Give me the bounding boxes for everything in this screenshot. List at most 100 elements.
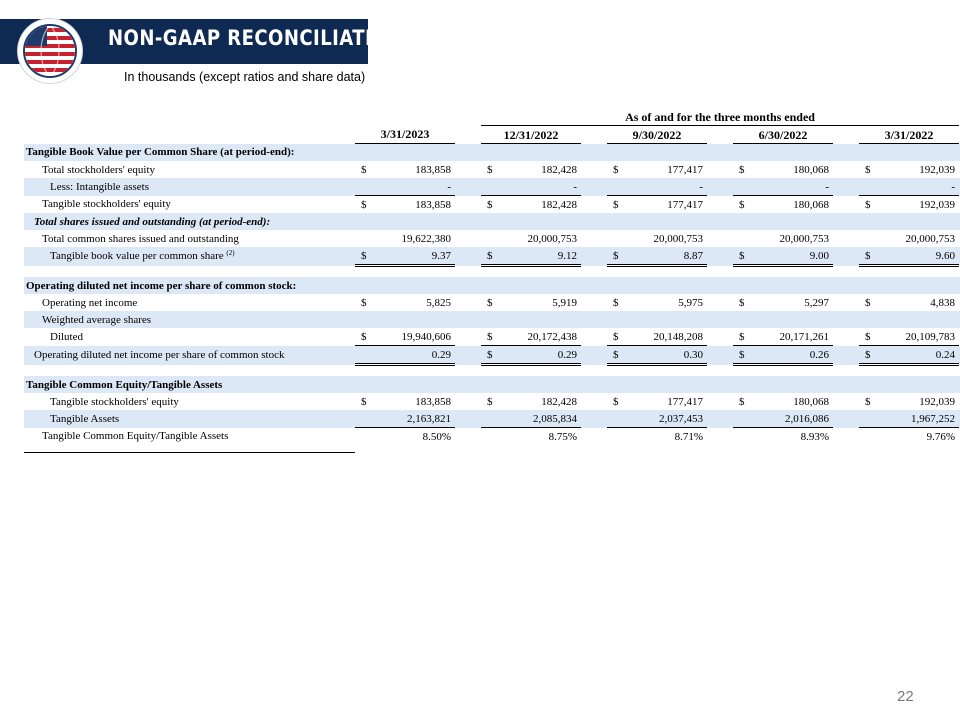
currency-symbol: $: [481, 247, 499, 267]
cell-value: 0.29: [373, 345, 455, 366]
currency-symbol: $: [859, 328, 877, 346]
currency-symbol: $: [481, 328, 499, 346]
currency-symbol: $: [613, 296, 619, 309]
cell-value: 8.75%: [548, 430, 577, 443]
currency-symbol: $: [859, 345, 877, 366]
row-label: Tangible book value per common share (2): [24, 247, 355, 266]
table-row: Operating diluted net income per share o…: [24, 345, 960, 366]
table-row: Operating net income $5,825 $5,919 $5,97…: [24, 294, 960, 311]
cell-value: 20,171,261: [751, 328, 833, 346]
table-row: Operating diluted net income per share o…: [24, 277, 960, 294]
currency-symbol: $: [487, 296, 493, 309]
table-row: Diluted $19,940,606 $20,172,438 $20,148,…: [24, 328, 960, 346]
globe-flag-icon: [18, 19, 82, 83]
cell-value: 182,428: [541, 198, 577, 211]
table-row: Total shares issued and outstanding (at …: [24, 213, 960, 230]
cell-value: 2,037,453: [625, 410, 707, 428]
cell-value: 0.30: [625, 345, 707, 366]
currency-symbol: $: [613, 395, 619, 408]
cell-value: 20,148,208: [625, 328, 707, 346]
cell-value: 182,428: [541, 395, 577, 408]
table-row: Tangible stockholders' equity $183,858 $…: [24, 196, 960, 214]
cell-value: 192,039: [919, 198, 956, 211]
cell-value: 20,109,783: [877, 328, 960, 346]
section-title: Total shares issued and outstanding (at …: [24, 213, 355, 230]
row-label: Operating diluted net income per share o…: [24, 345, 355, 365]
currency-symbol: $: [361, 198, 367, 211]
table-row: Tangible book value per common share (2)…: [24, 247, 960, 267]
currency-symbol: $: [613, 163, 619, 176]
column-header: 9/30/2022: [607, 125, 707, 144]
row-label: Operating net income: [42, 296, 138, 309]
table-row: Weighted average shares: [24, 311, 960, 328]
reconciliation-table: As of and for the three months ended 3/3…: [24, 108, 960, 445]
currency-symbol: $: [739, 163, 745, 176]
currency-symbol: $: [733, 247, 751, 267]
column-header: 6/30/2022: [733, 125, 833, 144]
cell-value: 8.71%: [674, 430, 703, 443]
currency-symbol: $: [607, 247, 625, 267]
cell-value: 9.12: [499, 247, 581, 267]
cell-value: 180,068: [793, 395, 829, 408]
currency-symbol: $: [865, 296, 871, 309]
cell-value: 19,940,606: [373, 328, 455, 346]
table-row: Less: Intangible assets - - - - -: [24, 178, 960, 196]
group-header-row: As of and for the three months ended: [24, 108, 960, 126]
table-row: Tangible stockholders' equity $183,858 $…: [24, 393, 960, 410]
spacer-row: [24, 265, 960, 277]
currency-symbol: $: [865, 163, 871, 176]
row-label: Total stockholders' equity: [42, 163, 156, 176]
cell-value: 192,039: [919, 163, 956, 176]
row-label: Tangible stockholders' equity: [50, 395, 179, 408]
cell-value: 2,016,086: [751, 410, 833, 428]
currency-symbol: $: [487, 198, 493, 211]
column-header: 3/31/2023: [355, 125, 455, 144]
table-row: Total common shares issued and outstandi…: [24, 230, 960, 247]
row-label: Diluted: [50, 330, 83, 343]
currency-symbol: $: [613, 198, 619, 211]
page-number: 22: [897, 688, 914, 705]
cell-value: 20,000,753: [779, 232, 830, 245]
cell-value: -: [625, 178, 707, 196]
row-label: Less: Intangible assets: [24, 178, 355, 196]
footnote-marker: (2): [226, 249, 235, 258]
section-title: Tangible Common Equity/Tangible Assets: [24, 376, 355, 393]
cell-value: 0.24: [877, 345, 960, 366]
table-end-rule: [24, 452, 355, 453]
currency-symbol: $: [487, 395, 493, 408]
table-row: Tangible Book Value per Common Share (at…: [24, 143, 960, 161]
cell-value: 4,838: [930, 296, 956, 309]
currency-symbol: $: [361, 163, 367, 176]
currency-symbol: $: [355, 328, 373, 346]
column-header: 12/31/2022: [481, 125, 581, 144]
currency-symbol: $: [739, 198, 745, 211]
cell-value: -: [751, 178, 833, 196]
cell-value: -: [877, 178, 960, 196]
currency-symbol: $: [865, 198, 871, 211]
cell-value: 19,622,380: [401, 232, 452, 245]
cell-value: 20,000,753: [905, 232, 956, 245]
currency-symbol: $: [487, 163, 493, 176]
table-row: Tangible Common Equity/Tangible Assets: [24, 376, 960, 393]
column-header: 3/31/2022: [859, 125, 960, 144]
cell-value: 5,975: [678, 296, 703, 309]
cell-value: 9.76%: [926, 430, 956, 443]
currency-symbol: $: [865, 395, 871, 408]
currency-symbol: $: [361, 395, 367, 408]
cell-value: 182,428: [541, 163, 577, 176]
cell-value: 180,068: [793, 198, 829, 211]
cell-value: 8.87: [625, 247, 707, 267]
cell-value: 20,000,753: [653, 232, 704, 245]
units-note: In thousands (except ratios and share da…: [124, 70, 366, 84]
cell-value: 5,825: [426, 296, 451, 309]
table-row: Tangible Common Equity/Tangible Assets 8…: [24, 428, 960, 446]
currency-symbol: $: [739, 395, 745, 408]
section-title: Tangible Book Value per Common Share (at…: [24, 143, 355, 161]
cell-value: 177,417: [667, 198, 703, 211]
row-label: Total common shares issued and outstandi…: [42, 232, 239, 245]
period-group-header: As of and for the three months ended: [481, 108, 960, 126]
cell-value: 1,967,252: [877, 410, 960, 428]
cell-value: 9.00: [751, 247, 833, 267]
cell-value: 2,085,834: [499, 410, 581, 428]
currency-symbol: $: [361, 296, 367, 309]
